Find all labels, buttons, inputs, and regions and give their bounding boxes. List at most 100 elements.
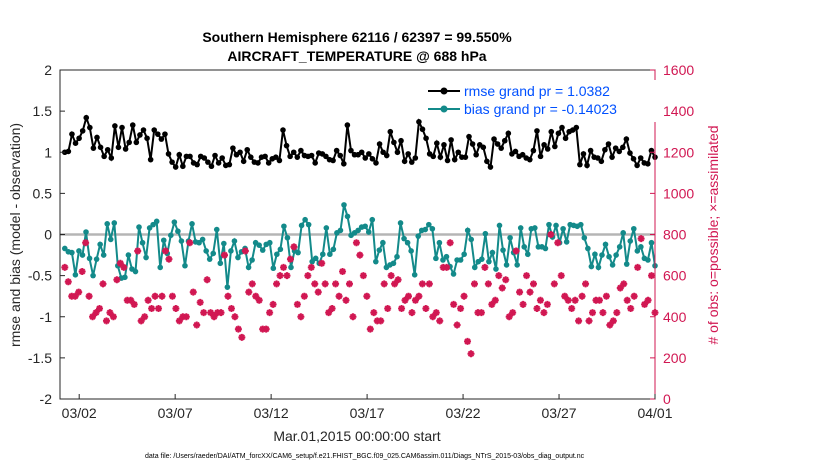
bias-point — [507, 234, 513, 241]
rmse-point — [448, 137, 454, 143]
rmse-point — [630, 156, 637, 162]
bias-point — [199, 236, 206, 243]
obs-count-point — [578, 292, 586, 300]
bias-point — [560, 225, 566, 232]
rmse-point — [248, 154, 254, 160]
obs-count-point — [450, 300, 458, 308]
x-tick-label: 03/02 — [62, 405, 97, 421]
rmse-point — [65, 148, 72, 155]
obs-count-point — [634, 263, 642, 271]
obs-count-point — [221, 251, 228, 259]
bias-point — [394, 253, 400, 260]
obs-count-point — [304, 272, 312, 280]
rmse-point — [634, 162, 640, 169]
rmse-point — [383, 152, 390, 159]
rmse-point — [187, 153, 193, 160]
obs-count-point — [349, 313, 357, 321]
bias-point — [79, 252, 86, 258]
bias-point — [171, 219, 178, 225]
rmse-point — [265, 160, 272, 166]
rmse-point — [194, 161, 200, 168]
bias-point — [514, 262, 520, 268]
obs-count-point — [425, 280, 433, 288]
bias-point — [592, 251, 598, 258]
rmse-point — [262, 153, 268, 160]
y2-tick-label: 1000 — [663, 185, 694, 201]
obs-count-point — [623, 296, 631, 304]
obs-count-point — [394, 276, 402, 284]
obs-count-point — [418, 280, 426, 288]
bias-point — [178, 238, 185, 244]
obs-count-point — [61, 263, 69, 271]
obs-count-point — [609, 317, 617, 325]
rmse-point — [72, 140, 79, 147]
obs-count-point — [370, 309, 378, 317]
obs-count-point — [509, 309, 517, 317]
rmse-point — [412, 155, 419, 161]
bias-point — [638, 244, 644, 250]
bias-point — [486, 258, 492, 265]
obs-count-point — [217, 309, 225, 317]
rmse-point — [501, 137, 508, 144]
series-2 — [61, 231, 659, 358]
bias-point — [136, 224, 142, 230]
rmse-point — [441, 142, 447, 148]
bias-point — [503, 262, 510, 268]
obs-count-point — [255, 296, 263, 304]
rmse-point — [337, 152, 344, 159]
bias-point — [83, 229, 89, 235]
obs-count-point — [182, 313, 190, 321]
bias-point — [411, 272, 418, 278]
obs-count-point — [443, 263, 451, 271]
rmse-point — [577, 161, 583, 168]
bias-point — [355, 227, 361, 234]
y-tick-label: -2 — [40, 391, 53, 407]
rmse-point — [494, 141, 501, 147]
bias-point — [100, 252, 107, 258]
obs-count-point — [158, 292, 166, 300]
obs-count-point — [241, 247, 249, 255]
bias-point — [224, 284, 231, 290]
bias-point — [380, 239, 386, 246]
legend-rmse-label: rmse grand pr = 1.0382 — [464, 83, 610, 99]
chart-subtitle: AIRCRAFT_TEMPERATURE @ 688 hPa — [227, 48, 486, 64]
obs-count-point — [460, 292, 468, 300]
bias-point — [436, 239, 443, 246]
bias-point — [457, 257, 464, 263]
rmse-point — [79, 128, 86, 134]
bias-point — [397, 220, 404, 226]
rmse-point — [466, 133, 472, 140]
bias-point — [274, 251, 280, 258]
rmse-point — [598, 158, 605, 165]
bias-point — [616, 244, 623, 250]
rmse-point — [519, 151, 526, 158]
bias-point — [245, 264, 252, 271]
bias-point — [429, 225, 436, 232]
rmse-point — [333, 147, 340, 154]
x-tick-label: 03/12 — [254, 405, 289, 421]
rmse-point — [555, 130, 562, 137]
obs-count-point — [106, 309, 114, 317]
bias-point — [450, 271, 457, 277]
obs-count-point — [415, 292, 423, 300]
obs-count-point — [297, 313, 305, 321]
obs-count-point — [557, 272, 565, 280]
rmse-point — [530, 147, 537, 154]
rmse-point — [605, 141, 612, 147]
obs-count-point — [568, 305, 576, 313]
obs-count-point — [325, 309, 333, 317]
y2-tick-label: 1400 — [663, 103, 694, 119]
obs-count-point — [384, 305, 392, 313]
y2-tick-label: 400 — [663, 309, 687, 325]
legend-box — [422, 80, 658, 122]
bias-point — [139, 239, 146, 246]
rmse-point — [344, 122, 351, 128]
obs-count-point — [300, 292, 308, 300]
rmse-point — [369, 156, 376, 162]
obs-count-point — [446, 239, 454, 247]
obs-count-point — [620, 280, 628, 288]
bias-point — [213, 226, 220, 233]
obs-count-point — [280, 263, 288, 271]
obs-count-point — [130, 300, 138, 308]
obs-count-point — [401, 296, 409, 304]
